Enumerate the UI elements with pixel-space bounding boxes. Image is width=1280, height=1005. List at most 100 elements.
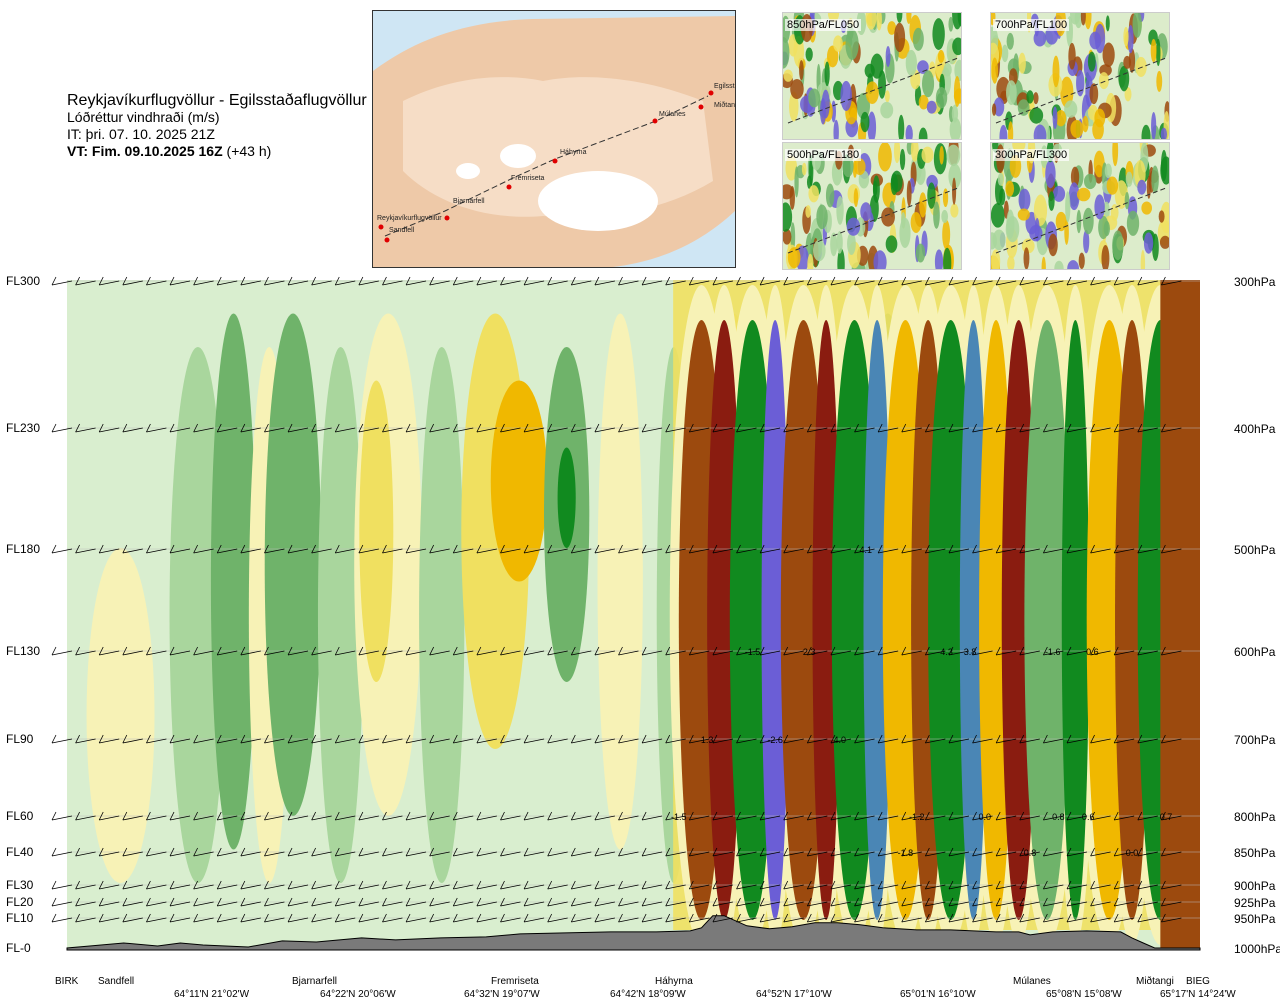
wind-barb-feather — [311, 880, 317, 890]
glacier-shape-small — [500, 144, 536, 168]
mini-map-field — [1123, 55, 1132, 69]
mini-map-field — [885, 235, 898, 253]
wind-barb-feather — [854, 423, 859, 433]
wind-barb — [169, 650, 191, 656]
wind-barb — [358, 851, 379, 857]
mini-map-field — [922, 70, 935, 98]
wind-barb-feather — [1043, 423, 1048, 433]
wind-barb-feather — [972, 897, 977, 907]
wind-barb-feather — [311, 811, 317, 821]
wave-band — [1115, 320, 1150, 920]
wind-barb-feather — [901, 734, 907, 744]
wind-barb-feather — [547, 734, 553, 744]
wind-barb — [240, 815, 261, 821]
wind-barb — [901, 851, 922, 857]
wind-barb — [878, 280, 899, 286]
mini-map-field — [865, 81, 879, 105]
wind-barb — [51, 851, 73, 857]
wind-barb — [1043, 280, 1064, 286]
wind-barb-feather — [1090, 811, 1095, 821]
wind-barb-feather — [98, 276, 104, 286]
wind-barb-feather — [547, 880, 553, 890]
wind-barb — [169, 427, 191, 433]
wind-barb — [1019, 738, 1040, 744]
wind-barb — [476, 901, 497, 907]
wind-barb — [99, 851, 120, 857]
value-label: -2.6 — [767, 735, 783, 745]
wind-barb-feather — [216, 897, 222, 907]
wind-barb-feather — [972, 913, 977, 923]
waypoint-marker — [708, 90, 714, 96]
mini-map-field — [847, 184, 860, 204]
wind-barb — [311, 917, 332, 923]
wind-barb — [618, 917, 639, 923]
wind-barb-feather — [901, 811, 907, 821]
location-label: BIEG — [1186, 976, 1210, 987]
wind-barb-feather — [783, 811, 789, 821]
mini-map-field — [1092, 119, 1104, 139]
wind-barb — [996, 738, 1017, 744]
wind-barb-feather — [1113, 734, 1119, 744]
wind-barb-feather — [429, 880, 435, 890]
wind-barb — [594, 901, 615, 907]
wind-barb — [948, 901, 970, 907]
mini-map-field — [1018, 188, 1031, 212]
wind-barb — [122, 851, 143, 857]
wind-barb-feather — [1113, 897, 1119, 907]
wind-barb-feather — [358, 276, 364, 286]
mini-map-field — [1045, 159, 1056, 189]
wind-barb-feather — [806, 734, 812, 744]
wind-barb — [122, 884, 143, 890]
wind-barb-feather — [901, 544, 907, 554]
wind-barb — [760, 280, 781, 286]
wind-barb-feather — [452, 847, 458, 857]
wind-barb-feather — [452, 646, 458, 656]
mini-map-field — [896, 13, 903, 23]
mini-map-field — [805, 205, 811, 218]
wind-barb-feather — [264, 880, 269, 890]
wind-barb-feather — [1161, 276, 1166, 286]
wind-barb — [1019, 815, 1040, 821]
wind-barb-feather — [523, 423, 529, 433]
wind-barb — [807, 851, 828, 857]
wind-barb — [51, 650, 73, 656]
wind-barb — [854, 280, 875, 286]
mini-map-field — [1070, 166, 1080, 188]
value-label: -1.8 — [898, 848, 914, 858]
wind-barb-feather — [547, 646, 553, 656]
wind-barb — [571, 917, 592, 923]
mini-map-route — [787, 57, 959, 124]
wind-barb — [594, 738, 615, 744]
wind-barb-feather — [712, 734, 718, 744]
wind-band — [86, 548, 155, 883]
wind-barb-feather — [712, 276, 718, 286]
wind-barb — [642, 427, 663, 433]
mini-map-field — [836, 195, 844, 225]
wind-barb-feather — [759, 734, 765, 744]
wind-band — [419, 347, 465, 883]
wind-barb-feather — [500, 646, 505, 656]
mini-map-850: 850hPa/FL050 — [782, 12, 962, 140]
wind-barb-feather — [972, 544, 977, 554]
mini-map-300: 300hPa/FL300 — [990, 142, 1170, 270]
wind-barb — [736, 901, 757, 907]
mini-map-field — [991, 57, 998, 84]
wind-barb-feather — [122, 880, 128, 890]
wind-barb-feather — [665, 423, 671, 433]
wind-barb — [75, 548, 96, 554]
mini-map-field — [1102, 42, 1115, 68]
wind-barb-feather — [854, 734, 859, 744]
wind-barb — [618, 884, 639, 890]
wind-barb-feather — [830, 913, 836, 923]
wind-barb-feather — [287, 897, 293, 907]
location-label: BIRK — [55, 976, 79, 987]
wind-barb-feather — [287, 734, 293, 744]
wind-barb — [217, 917, 238, 923]
wind-barb — [665, 650, 686, 656]
route-title: Reykjavíkurflugvöllur - Egilsstaðaflugvö… — [67, 92, 367, 109]
wind-barb-feather — [736, 880, 741, 890]
wind-barb-feather — [287, 646, 293, 656]
wind-barb-feather — [98, 734, 104, 744]
mini-map-field — [1146, 175, 1151, 199]
wind-barb-feather — [1043, 646, 1048, 656]
